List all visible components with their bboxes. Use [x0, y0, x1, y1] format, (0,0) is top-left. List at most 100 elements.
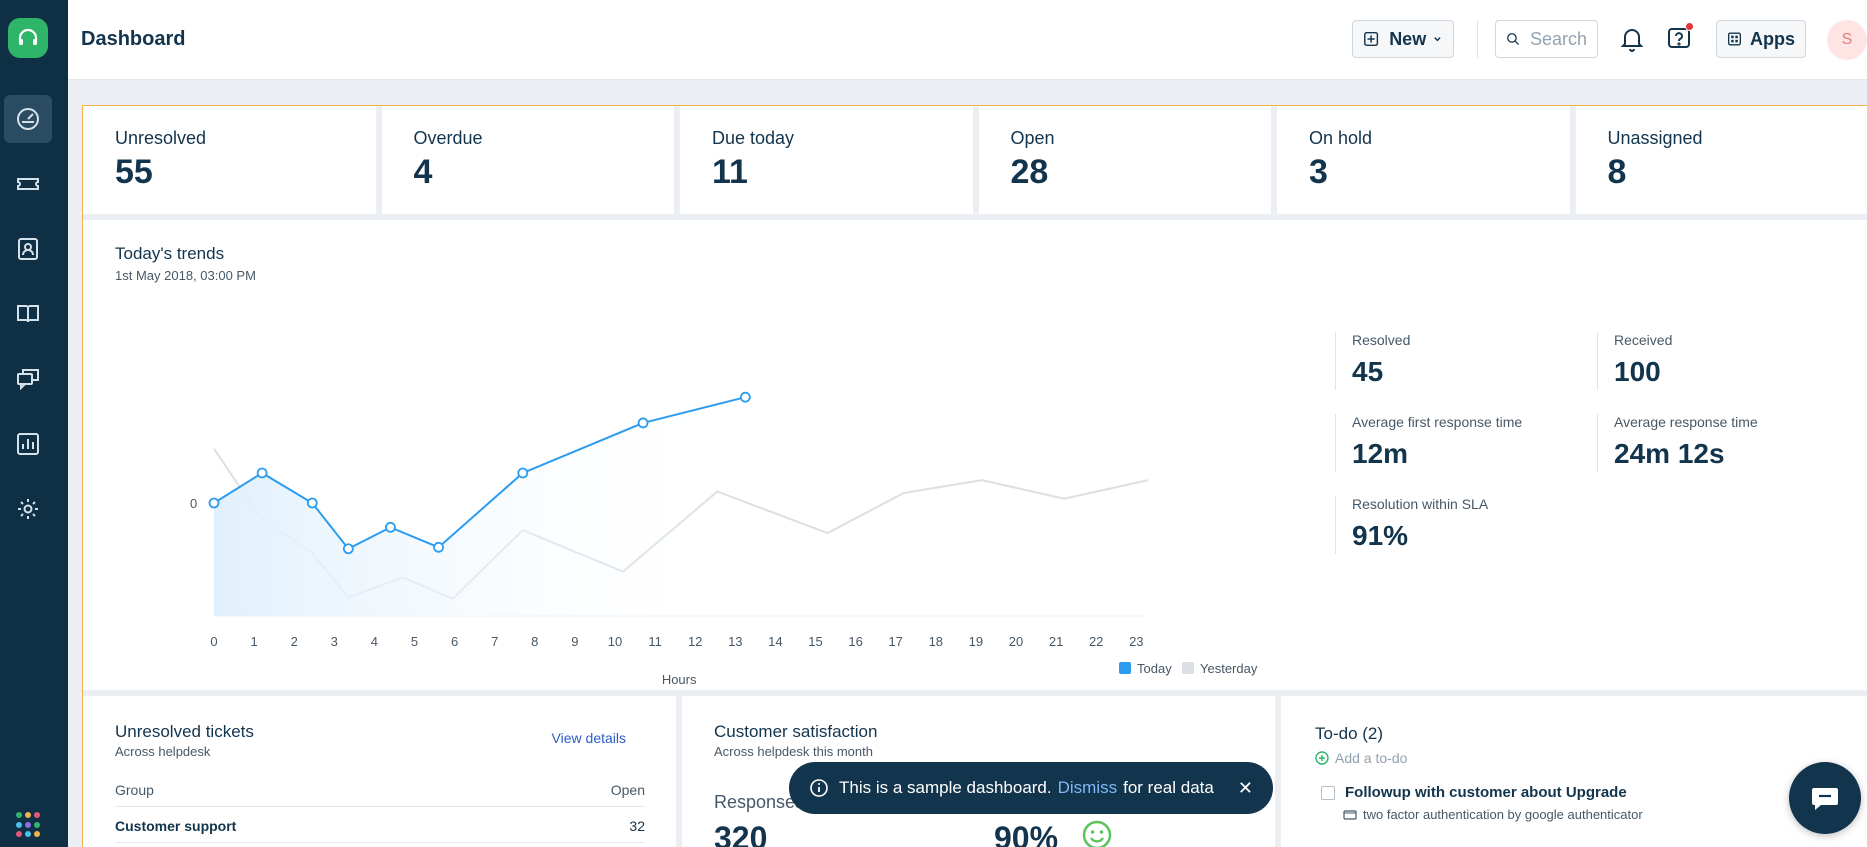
- metric-resolved: Resolved 45: [1335, 332, 1575, 390]
- sidebar-item-admin[interactable]: [4, 485, 52, 533]
- todo-checkbox[interactable]: [1321, 785, 1335, 800]
- reports-icon: [17, 433, 39, 455]
- apps-button-label: Apps: [1750, 28, 1795, 49]
- close-icon[interactable]: ✕: [1237, 777, 1253, 798]
- panel-title: Customer satisfaction: [714, 722, 878, 741]
- x-tick-label: 20: [1009, 634, 1023, 649]
- todays-trends-panel: Today's trends 1st May 2018, 03:00 PM 0 0…: [83, 220, 1867, 690]
- sidebar-item-reports[interactable]: [4, 420, 52, 468]
- x-tick-label: 2: [291, 634, 298, 649]
- top-header: Dashboard New Search Apps S: [68, 0, 1867, 80]
- notifications-button[interactable]: [1615, 22, 1649, 56]
- dashboard-main: Unresolved 55 Overdue 4 Due today 11 Ope…: [82, 105, 1867, 847]
- chat-widget-button[interactable]: [1789, 762, 1861, 834]
- sidebar-item-contacts[interactable]: [4, 225, 52, 273]
- row-group: Customer support: [115, 818, 237, 834]
- search-input[interactable]: Search: [1495, 20, 1598, 58]
- metric-avg-first-response: Average first response time 12m: [1335, 414, 1575, 472]
- x-tick-label: 5: [411, 634, 418, 649]
- x-tick-label: 1: [250, 634, 257, 649]
- stat-card-unresolved[interactable]: Unresolved 55: [83, 106, 376, 214]
- bell-icon: [1620, 29, 1644, 52]
- x-tick-label: 8: [531, 634, 538, 649]
- todo-item-text: Followup with customer about Upgrade: [1345, 784, 1627, 801]
- panel-subtitle: Across helpdesk this month: [714, 744, 873, 759]
- dismiss-link[interactable]: Dismiss: [1057, 778, 1118, 797]
- forums-icon: [17, 369, 39, 391]
- metric-value: 100: [1614, 356, 1661, 387]
- search-icon: [1507, 33, 1520, 46]
- data-point-today: [342, 543, 354, 555]
- data-point-today: [385, 521, 396, 533]
- legend-swatch-yesterday: [1182, 662, 1194, 674]
- table-header: Group Open: [115, 782, 645, 807]
- stat-value: 11: [712, 153, 748, 191]
- data-point-today: [739, 391, 751, 403]
- sidebar-item-tickets[interactable]: [4, 160, 52, 208]
- headset-icon: [18, 28, 38, 45]
- stat-value: 8: [1607, 153, 1627, 191]
- tickets-icon: [17, 178, 39, 190]
- stat-card-open[interactable]: Open 28: [978, 106, 1271, 214]
- table-row[interactable]: Customer support 32: [115, 818, 645, 843]
- x-tick-label: 14: [768, 634, 782, 649]
- help-button[interactable]: [1662, 22, 1696, 56]
- stat-card-unassigned[interactable]: Unassigned 8: [1575, 106, 1867, 214]
- stat-card-on-hold[interactable]: On hold 3: [1277, 106, 1570, 214]
- search-placeholder: Search: [1529, 28, 1587, 49]
- x-tick-label: 22: [1089, 634, 1103, 649]
- sidebar-item-dashboard[interactable]: [4, 95, 52, 143]
- notification-dot: [1685, 22, 1694, 31]
- x-tick-label: 6: [451, 634, 458, 649]
- metric-label: Resolution within SLA: [1352, 496, 1489, 512]
- apps-button[interactable]: Apps: [1716, 20, 1806, 58]
- avatar[interactable]: S: [1827, 20, 1867, 60]
- sidebar: [0, 0, 68, 847]
- helpdesk-logo[interactable]: [8, 18, 48, 58]
- x-tick-label: 13: [728, 634, 742, 649]
- legend-label-yesterday: Yesterday: [1200, 661, 1258, 676]
- sidebar-item-solutions[interactable]: [4, 290, 52, 338]
- responses-label: Responses: [714, 792, 805, 812]
- help-icon: [1668, 28, 1690, 48]
- ticket-small-icon: [1343, 809, 1357, 820]
- dashboard-icon: [17, 108, 39, 130]
- sample-dashboard-toast: This is a sample dashboard. Dismiss for …: [789, 762, 1273, 814]
- todo-item-linked-ticket[interactable]: two factor authentication by google auth…: [1343, 807, 1643, 822]
- metric-value: 24m 12s: [1614, 438, 1725, 469]
- new-button[interactable]: New: [1352, 20, 1454, 58]
- col-open: Open: [610, 782, 645, 798]
- x-tick-label: 11: [648, 634, 662, 649]
- apps-icon: [1728, 32, 1741, 46]
- view-details-link[interactable]: View details: [551, 730, 626, 746]
- series-area-today: [214, 397, 746, 616]
- smiley-icon: [1082, 820, 1112, 847]
- panel-title: Unresolved tickets: [115, 722, 254, 741]
- positive-percentage: 90%: [994, 820, 1059, 847]
- info-icon: [810, 779, 828, 797]
- x-axis-label: Hours: [662, 672, 697, 687]
- unresolved-tickets-panel: Unresolved tickets Across helpdesk View …: [83, 696, 676, 847]
- metric-label: Average response time: [1614, 414, 1758, 430]
- stat-label: Unassigned: [1607, 128, 1703, 148]
- row-open: 32: [629, 818, 645, 834]
- x-tick-label: 0: [210, 634, 217, 649]
- stat-card-due-today[interactable]: Due today 11: [680, 106, 973, 214]
- todo-item: Followup with customer about Upgrade: [1321, 784, 1627, 801]
- trends-line-chart: 00 1 2 3 4 5 6 7 8 9 10 11 12 13 14 15 16 17 18 19 20 21 22 23H…: [190, 391, 1258, 687]
- data-point-today: [433, 541, 444, 553]
- y-tick-label: 0: [190, 496, 197, 511]
- x-tick-label: 19: [969, 634, 983, 649]
- app-switcher-icon[interactable]: [16, 812, 42, 838]
- add-todo-button[interactable]: Add a to-do: [1315, 750, 1407, 766]
- toast-suffix: for real data: [1123, 778, 1214, 797]
- sidebar-item-forums[interactable]: [4, 355, 52, 403]
- chevron-down-icon: [1434, 37, 1441, 42]
- data-point-today: [637, 417, 649, 429]
- add-todo-label: Add a to-do: [1335, 750, 1408, 766]
- stat-label: On hold: [1309, 128, 1373, 148]
- stat-card-overdue[interactable]: Overdue 4: [381, 106, 674, 214]
- x-tick-label: 7: [491, 634, 498, 649]
- stat-value: 55: [115, 153, 153, 191]
- metric-received: Received 100: [1597, 332, 1837, 390]
